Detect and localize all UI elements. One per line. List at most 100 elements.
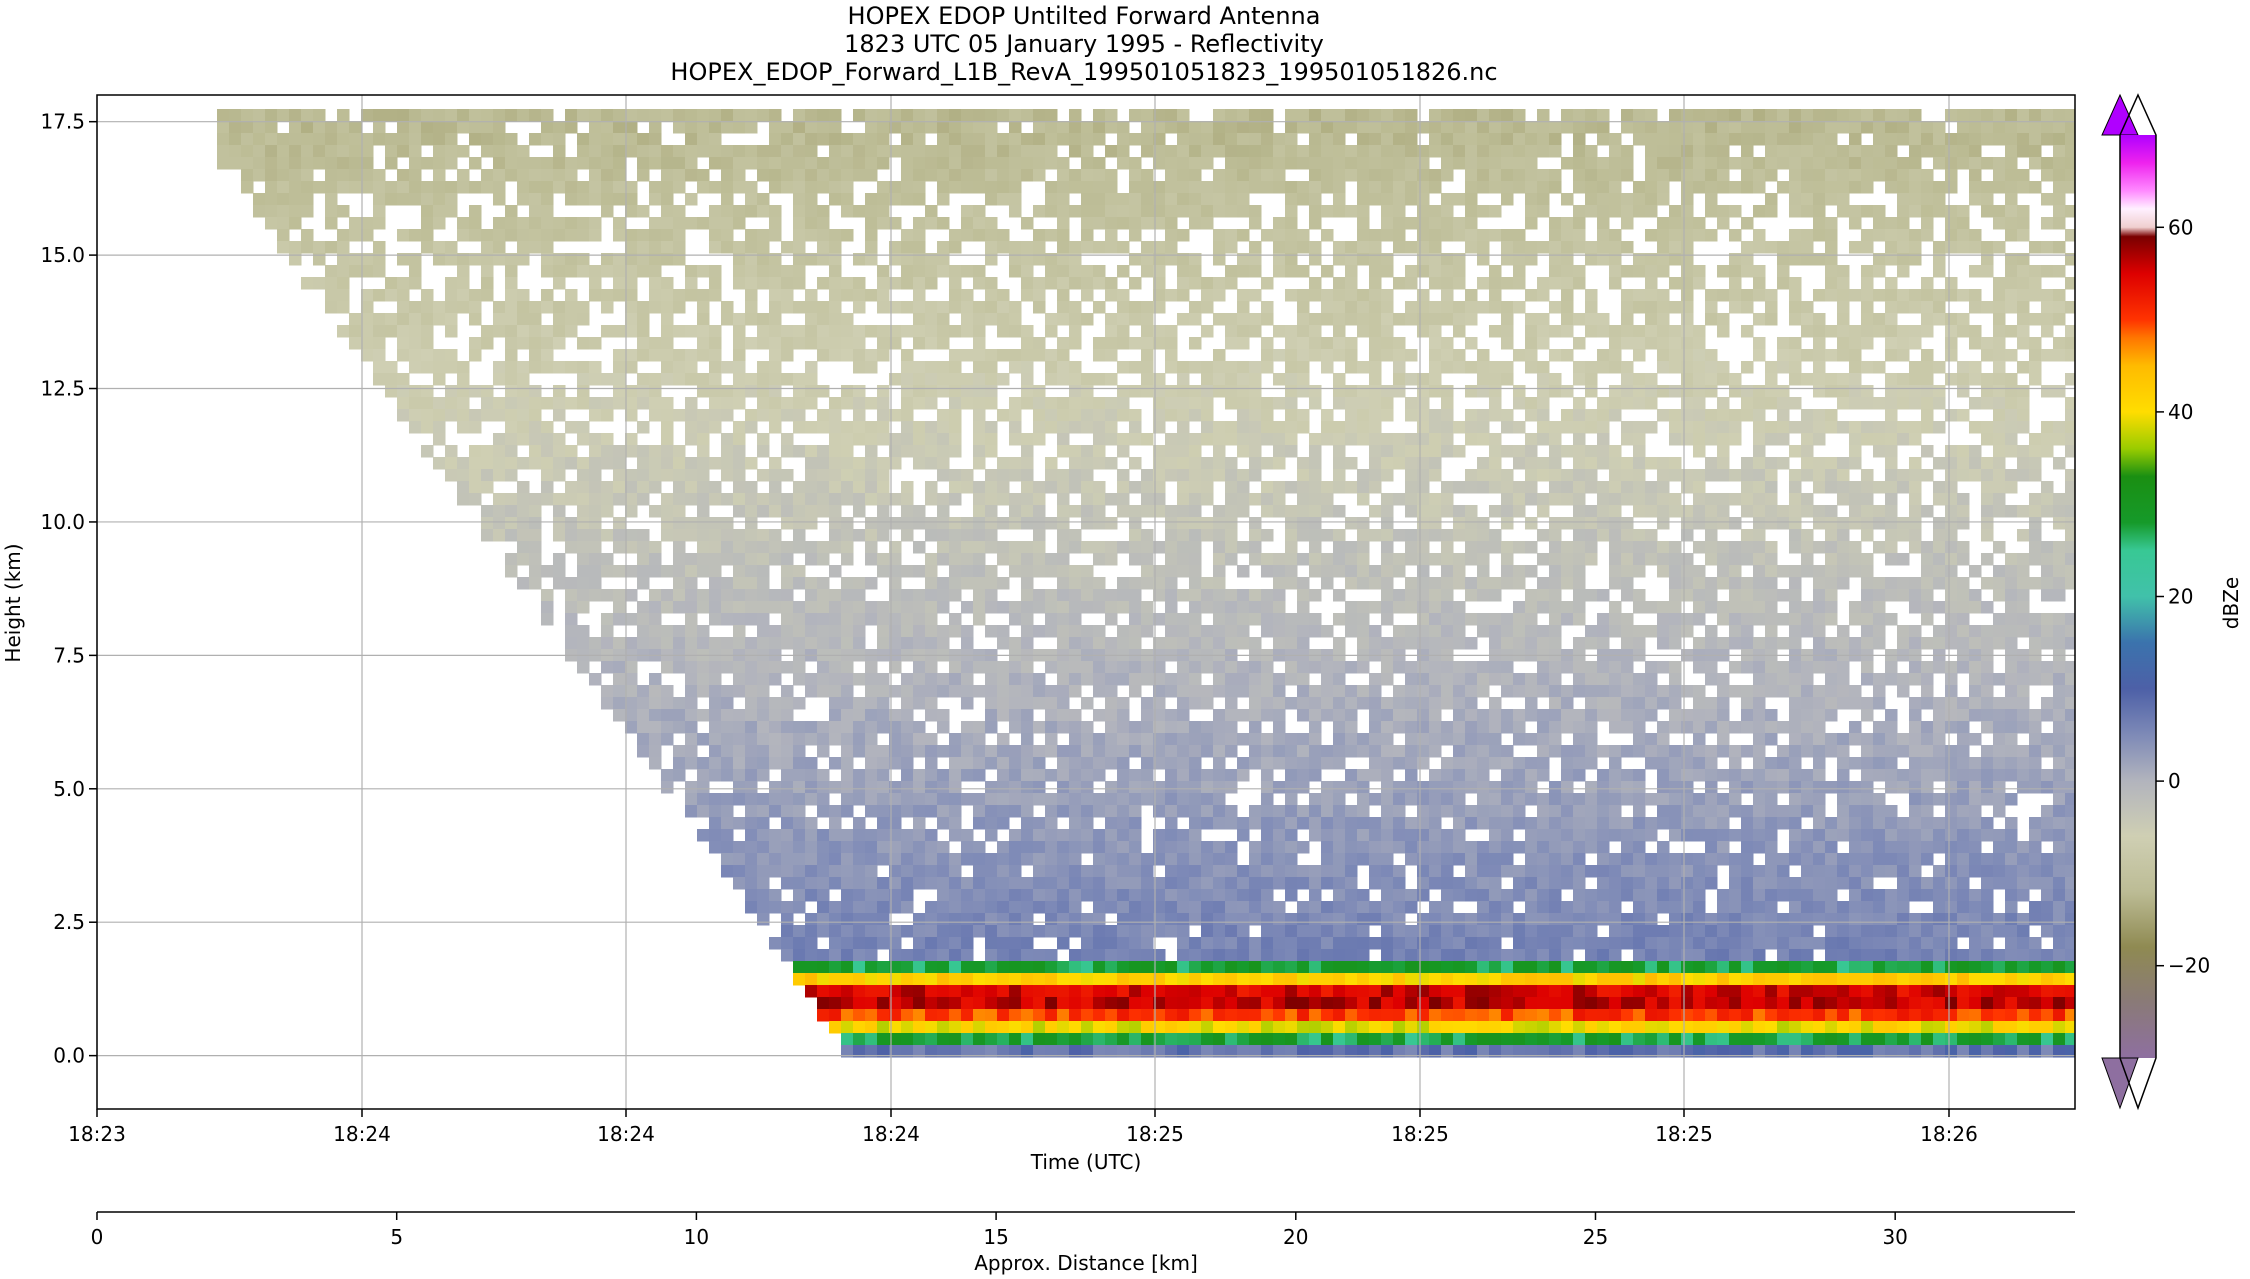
heatmap-cell [325,277,338,290]
heatmap-cell [901,265,914,278]
heatmap-cell [889,181,902,194]
heatmap-cell [1369,973,1382,986]
heatmap-cell [1345,481,1358,494]
heatmap-cell [757,685,770,698]
heatmap-cell [913,1009,926,1022]
heatmap-cell [1369,445,1382,458]
heatmap-cell [1009,325,1022,338]
heatmap-cell [829,997,842,1010]
heatmap-cell [1069,529,1082,542]
heatmap-cell [1453,685,1466,698]
heatmap-cell [949,937,962,950]
heatmap-cell [817,673,830,686]
heatmap-cell [1081,181,1094,194]
heatmap-cell [985,385,998,398]
heatmap-cell [1117,397,1130,410]
heatmap-cell [973,733,986,746]
heatmap-cell [1249,757,1262,770]
heatmap-cell [1249,493,1262,506]
heatmap-cell [517,169,530,182]
heatmap-cell [1033,565,1046,578]
heatmap-cell [1069,133,1082,146]
heatmap-cell [1417,409,1430,422]
heatmap-cell [913,277,926,290]
heatmap-cell [1273,997,1286,1010]
heatmap-cell [805,925,818,938]
heatmap-cell [1393,529,1406,542]
heatmap-cell [1189,577,1202,590]
heatmap-cell [1321,1009,1334,1022]
heatmap-cell [1297,373,1310,386]
heatmap-cell [1069,901,1082,914]
heatmap-cell [1057,637,1070,650]
heatmap-cell [289,193,302,206]
heatmap-cell [829,349,842,362]
heatmap-cell [961,265,974,278]
heatmap-cell [637,205,650,218]
heatmap-cell [829,853,842,866]
heatmap-cell [781,937,794,950]
heatmap-cell [1057,205,1070,218]
heatmap-cell [889,781,902,794]
heatmap-cell [601,121,614,134]
heatmap-cell [997,841,1010,854]
heatmap-cell [913,301,926,314]
heatmap-cell [1417,157,1430,170]
heatmap-cell [805,421,818,434]
heatmap-cell [925,205,938,218]
heatmap-cell [985,709,998,722]
heatmap-cell [637,349,650,362]
heatmap-cell [1201,193,1214,206]
heatmap-cell [601,109,614,122]
heatmap-cell [625,673,638,686]
heatmap-cell [817,121,830,134]
heatmap-cell [337,145,350,158]
heatmap-cell [529,397,542,410]
heatmap-cell [1105,1021,1118,1034]
heatmap-cell [901,565,914,578]
heatmap-cell [901,625,914,638]
heatmap-cell [697,529,710,542]
heatmap-cell [1213,901,1226,914]
heatmap-cell [1189,457,1202,470]
heatmap-cell [1045,421,1058,434]
heatmap-cell [1381,661,1394,674]
heatmap-cell [1381,517,1394,530]
heatmap-cell [1009,145,1022,158]
heatmap-cell [817,109,830,122]
heatmap-cell [1309,481,1322,494]
heatmap-cell [517,217,530,230]
heatmap-cell [805,721,818,734]
heatmap-cell [1381,1021,1394,1034]
heatmap-cell [1045,745,1058,758]
heatmap-cell [373,313,386,326]
heatmap-cell [1381,121,1394,134]
heatmap-cell [769,841,782,854]
heatmap-cell [1273,733,1286,746]
heatmap-cell [913,985,926,998]
heatmap-cell [1009,121,1022,134]
heatmap-cell [1261,733,1274,746]
heatmap-cell [709,697,722,710]
heatmap-cell [709,709,722,722]
heatmap-cell [1213,961,1226,974]
heatmap-cell [877,841,890,854]
heatmap-cell [1213,1033,1226,1046]
heatmap-cell [325,241,338,254]
heatmap-cell [1333,1021,1346,1034]
heatmap-cell [433,361,446,374]
heatmap-cell [673,241,686,254]
heatmap-cell [1093,133,1106,146]
heatmap-cell [781,901,794,914]
heatmap-cell [1333,841,1346,854]
heatmap-cell [865,445,878,458]
heatmap-cell [577,109,590,122]
heatmap-cell [1393,277,1406,290]
heatmap-cell [997,625,1010,638]
heatmap-cell [661,421,674,434]
heatmap-cell [1333,937,1346,950]
heatmap-cell [373,349,386,362]
heatmap-cell [1405,673,1418,686]
heatmap-cell [1249,361,1262,374]
heatmap-cell [925,757,938,770]
